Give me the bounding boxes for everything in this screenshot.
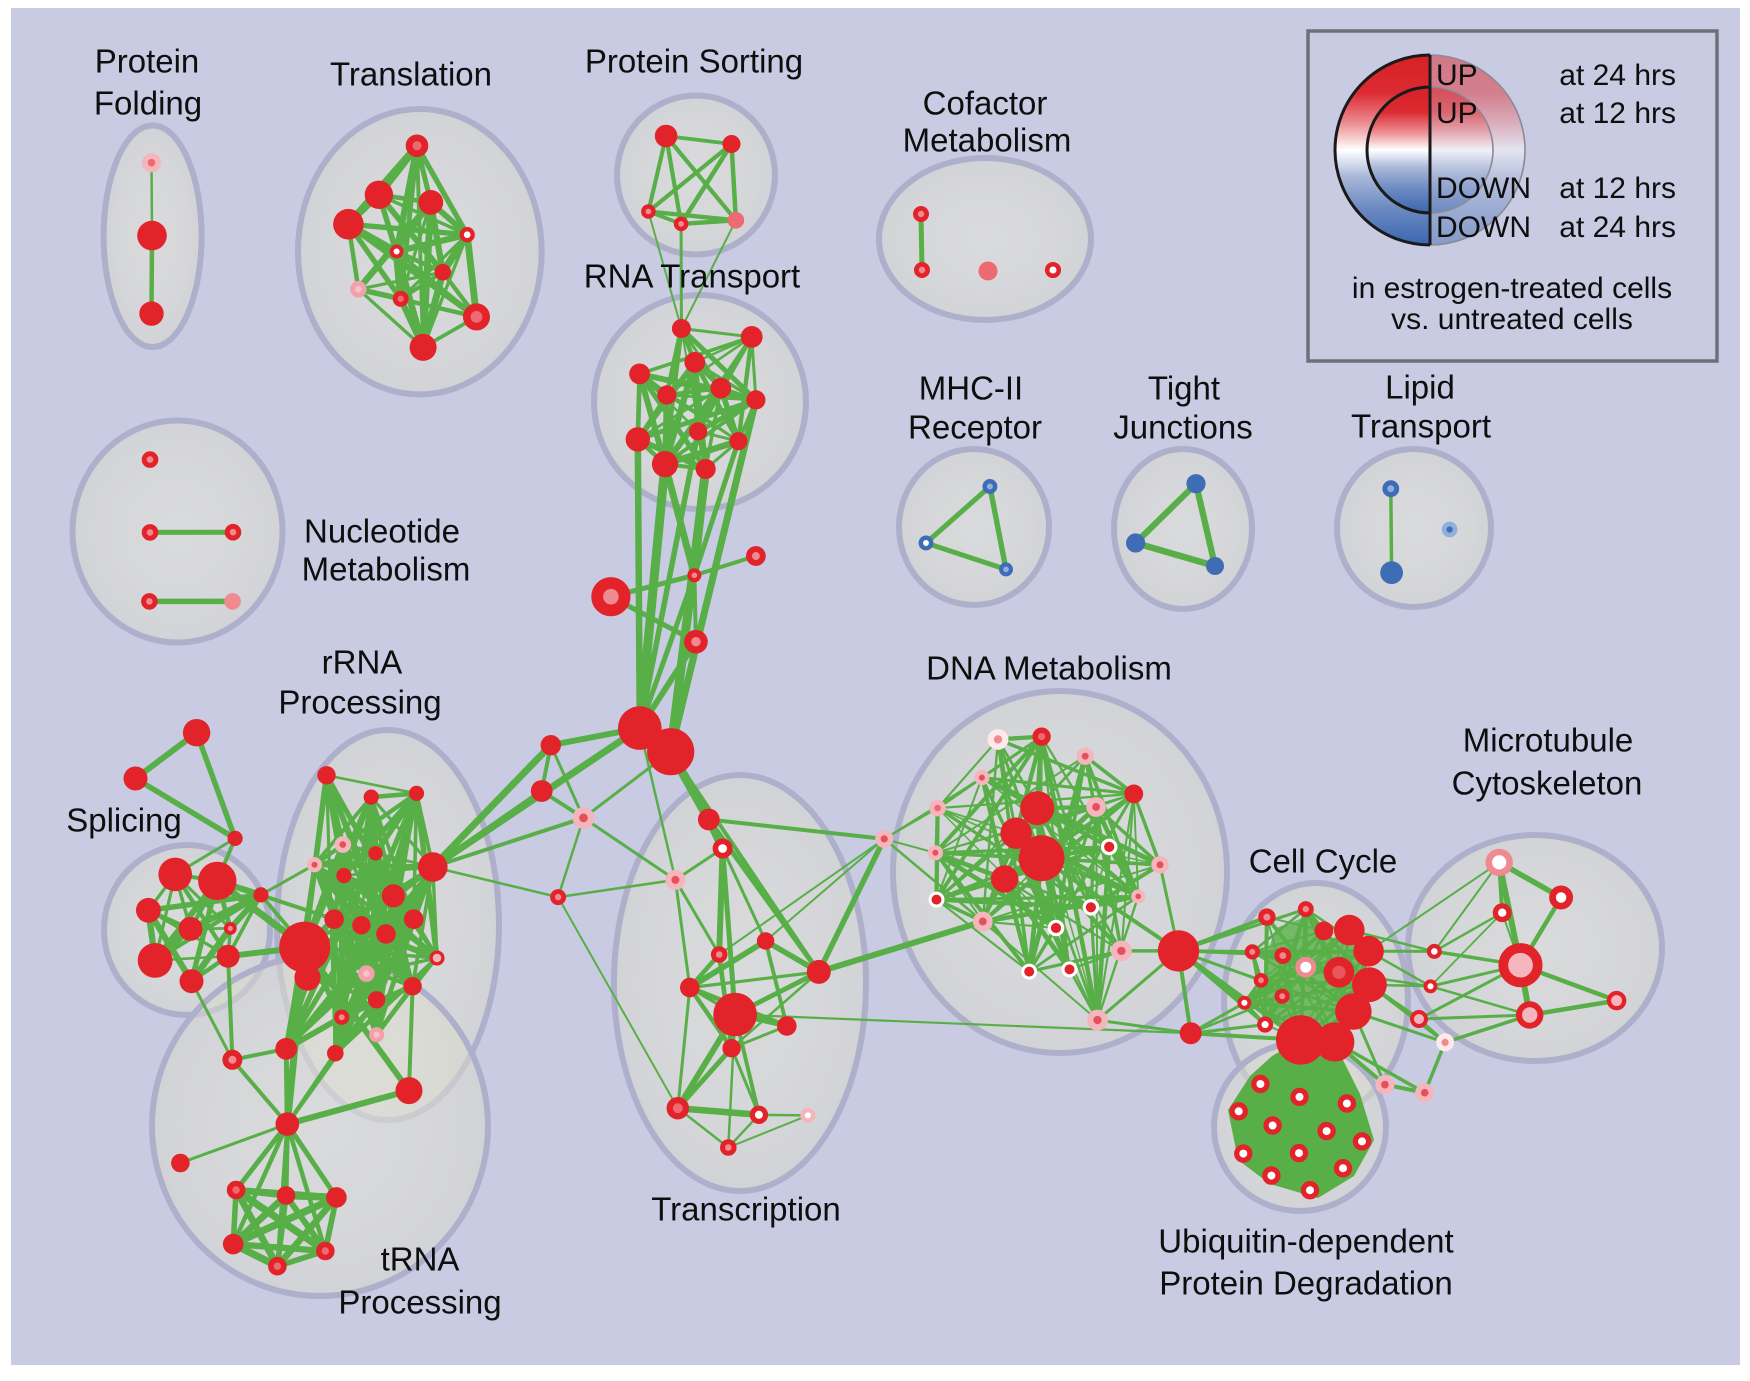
svg-text:UP: UP — [1436, 59, 1478, 92]
svg-text:tRNA: tRNA — [381, 1241, 460, 1278]
svg-text:rRNA: rRNA — [322, 644, 403, 681]
svg-text:Cofactor: Cofactor — [923, 85, 1048, 122]
svg-text:Processing: Processing — [338, 1284, 501, 1321]
svg-text:Protein Sorting: Protein Sorting — [585, 43, 803, 80]
svg-text:Junctions: Junctions — [1113, 409, 1252, 446]
svg-text:at 24 hrs: at 24 hrs — [1559, 211, 1676, 244]
svg-text:Nucleotide: Nucleotide — [304, 513, 460, 550]
svg-text:Metabolism: Metabolism — [302, 551, 471, 588]
svg-text:Receptor: Receptor — [908, 409, 1042, 446]
svg-text:Transport: Transport — [1351, 408, 1491, 445]
svg-text:DOWN: DOWN — [1436, 172, 1531, 205]
svg-text:Protein Degradation: Protein Degradation — [1159, 1265, 1453, 1302]
svg-text:Ubiquitin-dependent: Ubiquitin-dependent — [1158, 1223, 1453, 1260]
svg-text:Microtubule: Microtubule — [1463, 722, 1634, 759]
svg-text:UP: UP — [1436, 97, 1478, 130]
svg-text:at 12 hrs: at 12 hrs — [1559, 97, 1676, 130]
svg-text:Processing: Processing — [278, 684, 441, 721]
svg-text:DOWN: DOWN — [1436, 211, 1531, 244]
svg-text:MHC-II: MHC-II — [919, 370, 1023, 407]
svg-text:vs. untreated cells: vs. untreated cells — [1391, 303, 1633, 336]
svg-text:Metabolism: Metabolism — [903, 122, 1072, 159]
svg-text:Protein: Protein — [95, 43, 200, 80]
svg-text:at 24 hrs: at 24 hrs — [1559, 59, 1676, 92]
svg-text:in estrogen-treated cells: in estrogen-treated cells — [1352, 272, 1672, 305]
svg-text:Translation: Translation — [330, 56, 492, 93]
svg-text:Cell Cycle: Cell Cycle — [1249, 843, 1398, 880]
svg-text:DNA Metabolism: DNA Metabolism — [926, 650, 1172, 687]
svg-text:Folding: Folding — [94, 85, 202, 122]
svg-text:Splicing: Splicing — [66, 802, 182, 839]
svg-text:Cytoskeleton: Cytoskeleton — [1452, 765, 1643, 802]
svg-text:Tight: Tight — [1148, 370, 1220, 407]
svg-text:at 12 hrs: at 12 hrs — [1559, 172, 1676, 205]
svg-text:Lipid: Lipid — [1385, 369, 1455, 406]
svg-text:RNA Transport: RNA Transport — [584, 258, 800, 295]
svg-text:Transcription: Transcription — [651, 1191, 841, 1228]
